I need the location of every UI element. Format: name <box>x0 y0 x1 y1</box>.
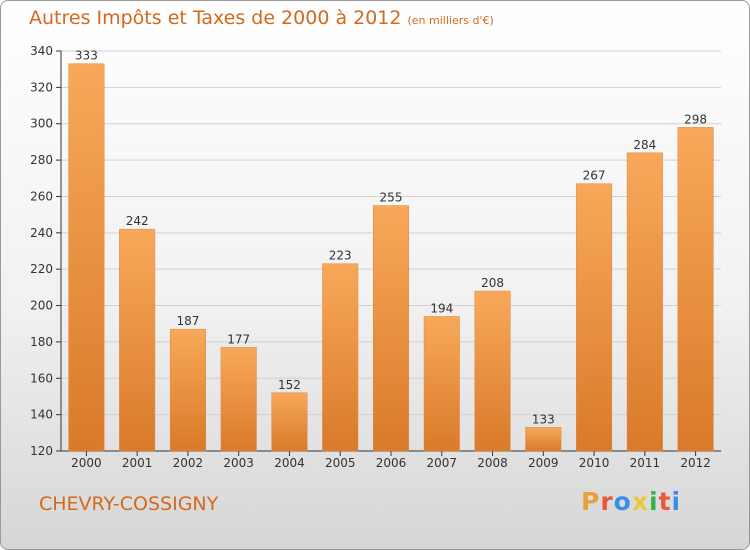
y-tick-label: 300 <box>30 117 53 131</box>
bar-value-label: 284 <box>633 138 656 152</box>
x-tick-label: 2005 <box>325 456 356 470</box>
bar <box>119 228 156 452</box>
x-tick-label: 2008 <box>477 456 508 470</box>
logo-letter: t <box>658 487 672 516</box>
y-tick-label: 320 <box>30 80 53 94</box>
bar <box>525 427 562 452</box>
bar-value-label: 298 <box>684 112 707 126</box>
y-tick-label: 280 <box>30 153 53 167</box>
bar-value-label: 255 <box>380 191 403 205</box>
logo-letter: i <box>649 487 659 516</box>
bar <box>576 183 613 452</box>
logo-letter: i <box>671 487 682 516</box>
y-tick-label: 220 <box>30 262 53 276</box>
x-tick-labels: 2000 2001 2002 2003 2004 2005 2006 2007 2008 2009… <box>71 456 711 470</box>
bar <box>271 392 308 452</box>
bar-value-label: 152 <box>278 378 301 392</box>
bars <box>68 63 714 452</box>
x-tick-label: 2010 <box>579 456 610 470</box>
logo-letter: x <box>631 487 649 516</box>
x-tick-label: 2002 <box>173 456 204 470</box>
bar <box>169 328 206 452</box>
proxiti-logo[interactable]: Proxiti <box>581 487 681 516</box>
bar-value-label: 267 <box>583 169 606 183</box>
x-tick-label: 2009 <box>528 456 559 470</box>
y-tick-label: 340 <box>30 44 53 58</box>
bar-value-label: 177 <box>227 332 250 346</box>
x-tick-label: 2011 <box>630 456 661 470</box>
bar-value-label: 194 <box>430 301 453 315</box>
commune-name: CHEVRY-COSSIGNY <box>39 493 219 515</box>
x-tick-label: 2012 <box>680 456 711 470</box>
logo-letter: o <box>613 487 632 516</box>
bar-value-label: 223 <box>329 249 352 263</box>
y-tick-labels: 120 140 160 180 200 220 240 260 280 300 320 340 <box>30 44 53 458</box>
x-tick-label: 2000 <box>71 456 102 470</box>
y-tick-label: 240 <box>30 226 53 240</box>
x-tick-label: 2006 <box>376 456 407 470</box>
bar <box>677 127 714 452</box>
bar-value-label: 187 <box>176 314 199 328</box>
bar <box>372 205 410 452</box>
chart-title-text: Autres Impôts et Taxes de 2000 à 2012 <box>29 7 402 29</box>
bar-value-label: 333 <box>75 49 98 63</box>
y-tick-label: 160 <box>30 371 53 385</box>
x-tick-label: 2004 <box>274 456 305 470</box>
logo-letter: P <box>581 487 601 516</box>
bar <box>68 63 105 452</box>
bar <box>626 152 663 452</box>
x-tick-label: 2007 <box>426 456 457 470</box>
bar <box>474 290 511 452</box>
bar-value-label: 242 <box>126 214 149 228</box>
logo-letter: r <box>600 487 614 516</box>
x-tick-label: 2001 <box>122 456 153 470</box>
y-tick-label: 140 <box>30 408 53 422</box>
bar-value-label: 133 <box>532 412 555 426</box>
bar-value-label: 208 <box>481 276 504 290</box>
x-tick-label: 2003 <box>223 456 254 470</box>
bar <box>220 347 257 452</box>
chart-title: Autres Impôts et Taxes de 2000 à 2012 (en… <box>29 7 494 29</box>
bar <box>423 316 460 452</box>
data-labels: 333 242 187 177 152 223 255 194 208 133 267 284 298 <box>75 49 707 427</box>
y-tick-label: 120 <box>30 444 53 458</box>
y-tick-label: 200 <box>30 299 53 313</box>
chart-unit: (en milliers d'€) <box>407 14 494 27</box>
y-tick-label: 180 <box>30 335 53 349</box>
bar <box>322 263 359 452</box>
y-tick-label: 260 <box>30 189 53 203</box>
